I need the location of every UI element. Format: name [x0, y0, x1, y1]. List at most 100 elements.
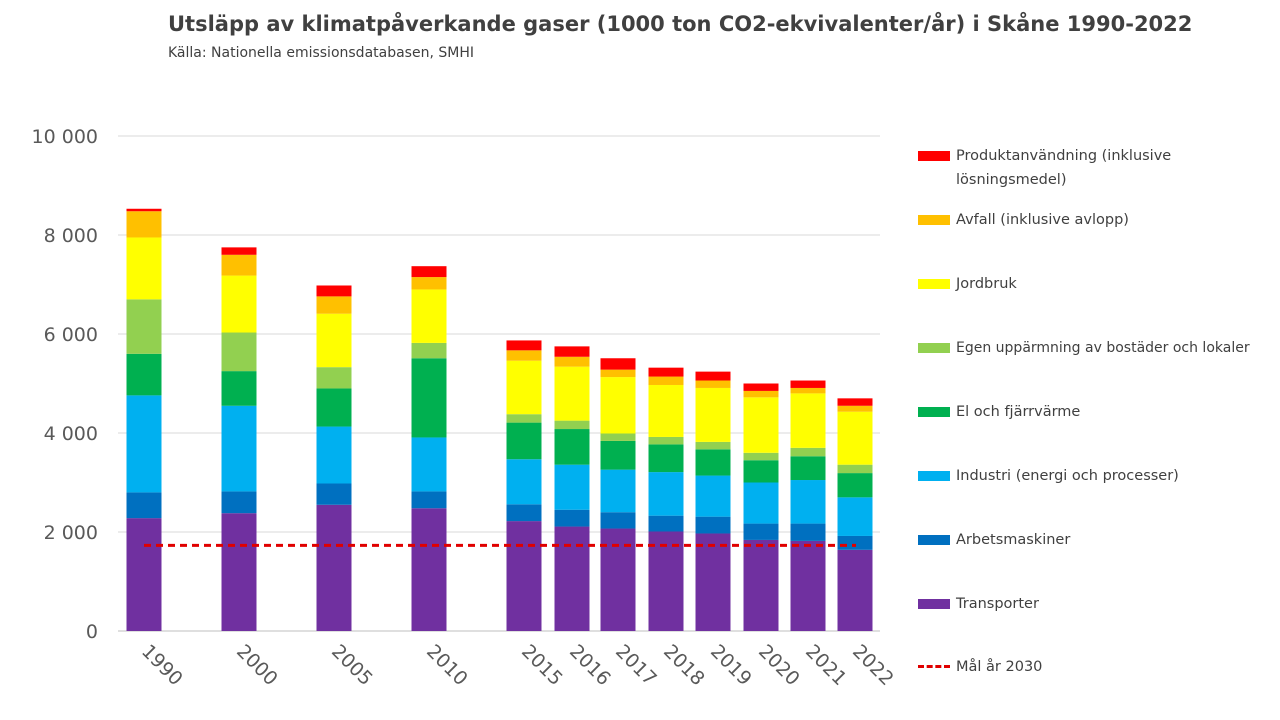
bar-segment [126, 299, 162, 354]
bar-segment [554, 420, 590, 430]
bar-segment [221, 247, 257, 255]
x-tick-label: 2019 [706, 640, 756, 690]
y-tick-label: 0 [86, 621, 98, 643]
bar-segment [554, 526, 590, 631]
bar-segment [554, 464, 590, 510]
bar-segment [837, 497, 873, 536]
x-tick-label: 2020 [754, 640, 804, 690]
bar-segment [648, 436, 684, 445]
legend-item-uppvarmning: Egen uppärmning av bostäder och lokaler [918, 338, 1250, 360]
bar-segment [411, 508, 447, 631]
bar-segment [695, 449, 731, 476]
bar-segment [221, 405, 257, 492]
bar-segment [506, 340, 542, 351]
bar-segment [790, 380, 826, 388]
legend-swatch [918, 343, 950, 353]
bar-segment [648, 515, 684, 532]
x-tick-label: 2015 [517, 640, 567, 690]
bar-segment [126, 353, 162, 396]
bar-segment [126, 211, 162, 238]
bar-segment [554, 346, 590, 357]
legend-label: Egen uppärmning av bostäder och lokaler [956, 340, 1250, 356]
legend-swatch [918, 535, 950, 545]
bar-segment [126, 518, 162, 631]
bar-segment [411, 289, 447, 343]
legend-item-jordbruk: Jordbruk [918, 274, 1017, 296]
bar-segment [790, 480, 826, 524]
bar-segment [648, 472, 684, 516]
legend-label: Mål år 2030 [956, 659, 1043, 675]
bar-segment [837, 535, 873, 550]
x-tick-label: 2010 [422, 640, 472, 690]
x-tick-label: 1990 [137, 640, 187, 690]
bar-segment [743, 390, 779, 398]
bar-segment [743, 460, 779, 483]
bar-segment [790, 393, 826, 448]
bar-segment [743, 523, 779, 540]
bar-segment [411, 358, 447, 438]
legend-swatch [918, 151, 950, 161]
bar-segment [221, 254, 257, 276]
bar-segment [126, 395, 162, 493]
legend-item-produktanvandning: Produktanvändning (inklusive lösningsmed… [918, 146, 1196, 192]
bar-segment [648, 384, 684, 437]
bar-segment [600, 358, 636, 370]
y-tick-label: 6 000 [44, 324, 98, 346]
bar-segment [221, 371, 257, 406]
bar-segment [411, 266, 447, 278]
legend-label: El och fjärrvärme [956, 404, 1081, 420]
x-tick-label: 2022 [848, 640, 898, 690]
bar-segment [506, 414, 542, 423]
y-tick-label: 10 000 [32, 126, 98, 148]
legend-item-el-fjarrvarme: El och fjärrvärme [918, 402, 1080, 424]
bar-segment [790, 456, 826, 481]
bar-segment [695, 533, 731, 631]
bar-segment [506, 521, 542, 631]
legend-swatch [918, 215, 950, 225]
bar-segment [743, 452, 779, 461]
bar-segment [316, 426, 352, 484]
x-tick-label: 2018 [659, 640, 709, 690]
legend-swatch [918, 471, 950, 481]
legend-label: Arbetsmaskiner [956, 532, 1071, 548]
bar-segment [600, 469, 636, 513]
bar-segment [743, 482, 779, 524]
bar-segment [221, 332, 257, 372]
chart-subtitle: Källa: Nationella emissionsdatabasen, SM… [168, 45, 474, 61]
bar-segment [743, 383, 779, 391]
x-tick-label: 2000 [232, 640, 282, 690]
bar-segment [837, 398, 873, 406]
bar-segment [126, 208, 162, 212]
bar-segment [837, 549, 873, 631]
bar-segment [411, 277, 447, 290]
bar-segment [221, 275, 257, 333]
bar-segment [554, 509, 590, 527]
x-tick-label: 2017 [611, 640, 661, 690]
bar-segment [316, 296, 352, 314]
bar-segment [695, 441, 731, 450]
legend-swatch [918, 407, 950, 417]
bar-segment [506, 350, 542, 361]
bar-segment [837, 405, 873, 412]
x-tick-label: 2005 [327, 640, 377, 690]
bar-segment [648, 531, 684, 631]
legend-swatch [918, 279, 950, 289]
bar-segment [411, 437, 447, 492]
bar-segment [316, 483, 352, 505]
legend-label: Produktanvändning (inklusive lösningsmed… [956, 148, 1172, 188]
bar-segment [506, 459, 542, 505]
legend-dash-swatch [918, 665, 950, 668]
bar-segment [648, 444, 684, 473]
bar-segment [411, 342, 447, 359]
bar-segment [600, 433, 636, 441]
bar-segment [316, 313, 352, 368]
bar-segment [506, 504, 542, 522]
y-tick-label: 8 000 [44, 225, 98, 247]
bar-segment [221, 513, 257, 631]
bar-segment [506, 360, 542, 415]
legend-item-mal-2030: Mål år 2030 [918, 657, 1042, 679]
bar-segment [837, 464, 873, 474]
legend-swatch [918, 599, 950, 609]
bar-segment [316, 367, 352, 389]
bar-segment [411, 491, 447, 509]
